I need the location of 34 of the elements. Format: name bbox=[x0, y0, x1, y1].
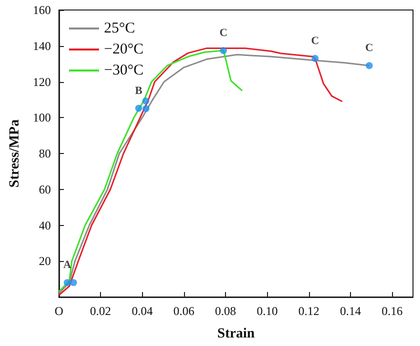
point bbox=[142, 97, 150, 104]
y-tick-label: 160 bbox=[32, 3, 51, 17]
annotation: C bbox=[311, 34, 320, 47]
point bbox=[220, 47, 227, 54]
legend-label: −20°C bbox=[104, 42, 144, 58]
annotation: C bbox=[365, 42, 374, 54]
annotation: B bbox=[135, 84, 144, 97]
y-tick-label: 20 bbox=[38, 254, 51, 268]
y-tick-label: 120 bbox=[32, 74, 51, 89]
y-tick-label: 60 bbox=[38, 182, 51, 196]
point bbox=[142, 105, 150, 112]
x-tick-label: 0.12 bbox=[298, 304, 320, 318]
y-axis-title: Stress/MPa bbox=[8, 119, 22, 188]
point bbox=[70, 279, 77, 286]
y-tick-label: 80 bbox=[38, 146, 51, 160]
x-tick-label: 0.08 bbox=[215, 304, 236, 318]
y-tick-label: 100 bbox=[32, 110, 51, 125]
x-tick-label: 0.02 bbox=[90, 304, 112, 318]
point bbox=[312, 54, 319, 62]
x-axis-title: Strain bbox=[217, 326, 255, 342]
point bbox=[135, 104, 142, 112]
x-tick-label: 0.10 bbox=[256, 304, 278, 318]
y-tick-label: 40 bbox=[38, 218, 51, 232]
point bbox=[366, 62, 373, 70]
x-tick-label: 0.06 bbox=[173, 304, 194, 318]
x-tick-label: 0.14 bbox=[340, 304, 362, 318]
x-tick-label: O bbox=[54, 304, 64, 318]
point bbox=[64, 279, 71, 286]
legend-label: 25°C bbox=[104, 20, 136, 36]
annotation: C bbox=[219, 27, 228, 40]
x-tick-label: 0.04 bbox=[132, 304, 153, 318]
x-tick-label: 0.16 bbox=[382, 304, 403, 318]
legend-label: −30°C bbox=[104, 62, 144, 78]
y-tick-label: 140 bbox=[32, 38, 51, 53]
